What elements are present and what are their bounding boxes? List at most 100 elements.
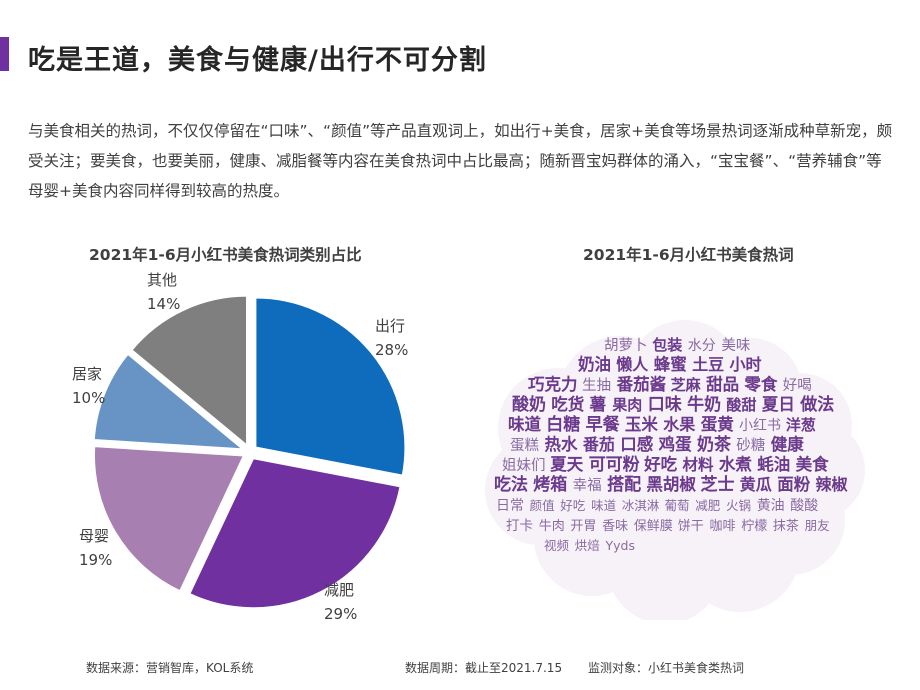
wordcloud-word: 日常 [496, 498, 524, 514]
wordcloud-word: 蚝油 [757, 454, 790, 474]
wordcloud-word: 健康 [771, 434, 805, 454]
wordcloud-word: 黄油 [757, 497, 785, 514]
pie-chart [92, 294, 407, 610]
wordcloud-word: 果肉 [611, 396, 642, 414]
wordcloud-word: 黑胡椒 [646, 474, 696, 494]
wordcloud-word: 开胃 [570, 519, 596, 534]
pie-slice-diet [187, 457, 402, 610]
wordcloud-word: 美味 [721, 337, 750, 354]
wordcloud-word: 好喝 [783, 377, 812, 394]
pie-label-diet-value: 29% [324, 605, 358, 623]
wordcloud-word: 冰淇淋 [622, 498, 660, 513]
pie-label-home-value: 10% [72, 389, 106, 407]
wordcloud-word: 面粉 [777, 474, 811, 494]
wordcloud-word: 好吃 [560, 498, 586, 513]
pie-slice-travel [254, 296, 407, 477]
wordcloud-word: 酸奶 [512, 394, 546, 415]
wordcloud-word: 酸酸 [790, 498, 818, 514]
wordcloud-word: 味道 [591, 498, 617, 513]
wordcloud-word: 香味 [602, 519, 628, 534]
wordcloud-word: 美食 [796, 454, 830, 474]
wordcloud: 胡萝卜 包装 水分 美味奶油 懒人 蜂蜜 土豆 小时巧克力 生抽 番茄酱 芝麻 甜品 零食 好喝酸奶 吃货薯… [485, 320, 865, 620]
wordcloud-word: 夏日 [762, 395, 795, 414]
wordcloud-word: 蛋糕 [510, 437, 539, 454]
wordcloud-word: 酸甜 [726, 396, 756, 414]
wordcloud-word: 吃货 [551, 394, 584, 414]
wordcloud-word: 小红书 [739, 418, 781, 434]
wordcloud-word: Yyds [605, 538, 635, 553]
wordcloud-word: 颜值 [530, 498, 555, 513]
wordcloud-word: 牛肉 [539, 519, 565, 534]
page-title: 吃是王道，美食与健康/出行不可分割 [28, 45, 487, 76]
wordcloud-word: 奶油 [578, 354, 611, 374]
wordcloud-word: 洋葱 [786, 416, 816, 434]
title-accent-bar [0, 37, 9, 71]
wordcloud-word: 可可粉 [589, 454, 640, 475]
pie-label-travel-value: 28% [375, 341, 409, 359]
intro-paragraph: 与美食相关的热词，不仅仅停留在“口味”、“颜值”等产品直观词上，如出行+美食，居… [28, 122, 893, 200]
wordcloud-word: 打卡 [506, 517, 533, 534]
pie-label-diet-name: 减肥 [324, 581, 355, 599]
wordcloud-word: 水分 [688, 338, 716, 354]
wordcloud-word: 烘焙 [575, 538, 600, 553]
wordcloud-word: 薯 [589, 394, 607, 414]
wordcloud-word: 葡萄 [665, 498, 690, 513]
wordcloud-word: 好吃 [643, 454, 678, 474]
wordcloud-word: 牛奶 [687, 394, 721, 415]
wordcloud-word: 番茄 [582, 435, 615, 454]
wordcloud-word: 蜂蜜 [654, 354, 687, 374]
wordcloud-word: 白糖 [546, 414, 580, 435]
wordcloud-word: 生抽 [582, 377, 611, 394]
pie-label-other: 其他 14% [147, 268, 180, 316]
wordcloud-word: 热水 [545, 434, 579, 454]
wordcloud-word: 番茄酱 [616, 374, 667, 394]
wordcloud-word: 小时 [730, 355, 762, 374]
wordcloud-word: 吃法 [494, 474, 528, 495]
wordcloud-word: 做法 [799, 394, 834, 415]
data-source: 数据来源：营销智库，KOL系统 [86, 661, 254, 675]
pie-slice-other [130, 294, 249, 448]
wordcloud-title: 2021年1-6月小红书美食热词 [583, 246, 794, 264]
wordcloud-word: 蛋黄 [701, 414, 735, 434]
wordcloud-word: 辣椒 [816, 475, 848, 494]
wordcloud-word: 芝士 [701, 474, 735, 495]
pie-label-home: 居家 10% [72, 362, 105, 410]
wordcloud-word: 水果 [663, 415, 695, 434]
wordcloud-word: 巧克力 [528, 374, 578, 394]
wordcloud-word: 胡萝卜 [604, 337, 648, 354]
wordcloud-word: 朋友 [805, 518, 830, 533]
data-period: 数据周期：截止至2021.7.15 [405, 661, 563, 675]
wordcloud-word: 咖啡 [710, 519, 736, 534]
wordcloud-word: 土豆 [692, 355, 724, 374]
wordcloud-word: 零食 [743, 374, 778, 394]
wordcloud-word: 保鲜膜 [634, 519, 673, 534]
wordcloud-word: 水煮 [719, 454, 753, 474]
wordcloud-word: 玉米 [625, 414, 659, 434]
pie-chart-title: 2021年1-6月小红书美食热词类别占比 [89, 246, 362, 264]
wordcloud-word: 甜品 [706, 374, 739, 394]
wordcloud-word: 黄瓜 [740, 475, 772, 494]
pie-label-other-name: 其他 [147, 271, 178, 289]
pie-label-baby: 母婴 19% [79, 524, 112, 572]
wordcloud-word: 抹茶 [773, 518, 799, 534]
pie-label-baby-value: 19% [79, 551, 113, 569]
wordcloud-word: 奶茶 [697, 434, 732, 455]
wordcloud-word: 包装 [652, 336, 683, 354]
pie-slice-baby [92, 445, 246, 593]
wordcloud-word: 柠檬 [741, 519, 767, 534]
wordcloud-word: 材料 [683, 455, 715, 474]
wordcloud-word: 幸福 [573, 477, 602, 494]
wordcloud-word: 视频 [544, 538, 570, 553]
pie-label-travel: 出行 28% [375, 314, 408, 362]
wordcloud-word: 早餐 [586, 414, 621, 435]
pie-label-diet: 减肥 29% [324, 578, 357, 626]
wordcloud-word: 口感 [620, 434, 654, 454]
wordcloud-word: 芝麻 [671, 376, 702, 394]
wordcloud-word: 火锅 [726, 498, 751, 513]
wordcloud-word: 懒人 [616, 355, 649, 374]
wordcloud-word: 鸡蛋 [658, 434, 693, 454]
wordcloud-word: 味道 [508, 414, 542, 434]
pie-label-travel-name: 出行 [375, 317, 406, 335]
pie-slice-home [92, 352, 247, 451]
wordcloud-shape [485, 320, 865, 620]
